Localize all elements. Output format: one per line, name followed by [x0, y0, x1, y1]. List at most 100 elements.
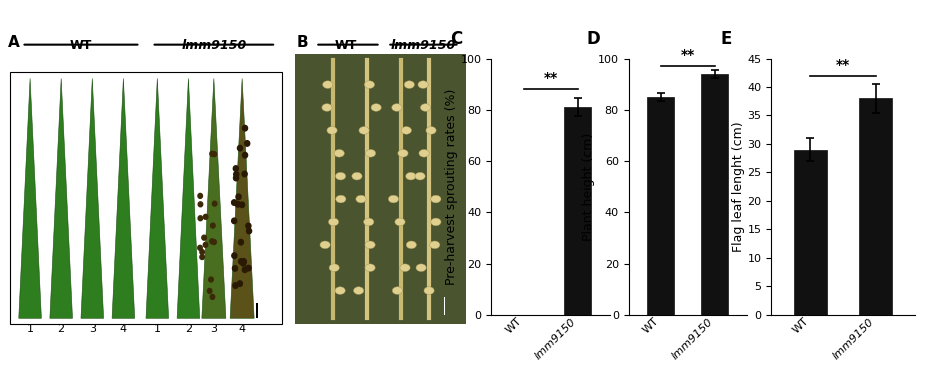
Text: WT: WT [335, 38, 358, 52]
Circle shape [247, 278, 252, 284]
Ellipse shape [319, 287, 329, 294]
Circle shape [236, 221, 242, 226]
Ellipse shape [320, 149, 330, 157]
Ellipse shape [363, 264, 374, 272]
Bar [565, 107, 591, 315]
Circle shape [235, 203, 240, 209]
Ellipse shape [372, 287, 382, 294]
Circle shape [248, 237, 252, 243]
Bar [295, 54, 466, 324]
Text: 1: 1 [154, 324, 160, 334]
Circle shape [247, 216, 251, 222]
Bar [702, 74, 729, 315]
Polygon shape [81, 78, 104, 318]
Circle shape [233, 118, 238, 124]
Polygon shape [202, 78, 226, 318]
Polygon shape [146, 78, 169, 318]
Ellipse shape [424, 104, 435, 111]
Text: B: B [297, 36, 308, 51]
Circle shape [207, 213, 210, 218]
Circle shape [211, 229, 216, 234]
Circle shape [210, 296, 215, 301]
Circle shape [235, 149, 240, 154]
Circle shape [213, 215, 218, 220]
Circle shape [205, 251, 209, 256]
Circle shape [213, 172, 218, 176]
Ellipse shape [359, 81, 369, 89]
Ellipse shape [398, 195, 408, 203]
Bar [444, 297, 445, 315]
Circle shape [208, 130, 212, 135]
Y-axis label: Pre-harvest sprouting rates (%): Pre-harvest sprouting rates (%) [445, 89, 458, 285]
Ellipse shape [361, 104, 371, 111]
Text: C: C [450, 30, 462, 48]
Ellipse shape [361, 218, 371, 226]
Ellipse shape [414, 172, 425, 180]
Circle shape [208, 146, 212, 151]
Polygon shape [177, 78, 199, 318]
Ellipse shape [396, 287, 406, 294]
Circle shape [213, 185, 218, 190]
Polygon shape [19, 78, 42, 318]
Text: 1: 1 [27, 324, 33, 334]
Ellipse shape [358, 172, 369, 180]
Ellipse shape [371, 241, 382, 249]
Circle shape [237, 179, 243, 184]
Ellipse shape [423, 218, 433, 226]
Bar [256, 303, 258, 318]
Bar [647, 97, 674, 315]
Ellipse shape [422, 81, 432, 89]
Ellipse shape [432, 149, 442, 157]
Circle shape [239, 137, 244, 142]
Text: 3: 3 [89, 324, 95, 334]
Ellipse shape [395, 172, 405, 180]
Ellipse shape [326, 195, 337, 203]
Circle shape [201, 241, 206, 246]
Polygon shape [230, 78, 254, 318]
Ellipse shape [362, 149, 372, 157]
Text: **: ** [543, 71, 558, 86]
Circle shape [208, 163, 211, 168]
Polygon shape [112, 78, 134, 318]
Ellipse shape [398, 127, 408, 134]
Bar [794, 150, 827, 315]
Circle shape [244, 124, 248, 130]
Ellipse shape [365, 127, 375, 134]
Circle shape [235, 296, 239, 302]
Y-axis label: Plant height (cm): Plant height (cm) [582, 132, 595, 241]
Ellipse shape [387, 104, 397, 111]
Bar [10, 72, 282, 324]
Bar [859, 98, 892, 315]
Circle shape [233, 189, 238, 194]
Polygon shape [50, 78, 72, 318]
Circle shape [234, 139, 239, 145]
Circle shape [245, 149, 249, 155]
Ellipse shape [425, 287, 435, 294]
Ellipse shape [389, 241, 400, 249]
Circle shape [236, 175, 241, 181]
Text: 4: 4 [238, 324, 246, 334]
Ellipse shape [318, 264, 328, 272]
Text: 2: 2 [184, 324, 192, 334]
Ellipse shape [414, 127, 425, 134]
Ellipse shape [413, 241, 424, 249]
Circle shape [197, 287, 202, 292]
Text: A: A [7, 36, 19, 51]
Text: lmm9150: lmm9150 [391, 38, 456, 52]
Text: WT: WT [70, 38, 92, 52]
Ellipse shape [413, 195, 425, 203]
Circle shape [240, 262, 245, 268]
Circle shape [237, 183, 242, 188]
Circle shape [212, 222, 217, 227]
Ellipse shape [405, 81, 415, 89]
Circle shape [245, 150, 249, 156]
Text: **: ** [680, 48, 695, 63]
Circle shape [242, 168, 248, 173]
Circle shape [241, 135, 246, 141]
Circle shape [198, 203, 203, 208]
Circle shape [213, 146, 218, 151]
Ellipse shape [337, 172, 348, 180]
Text: lmm9150: lmm9150 [182, 38, 247, 52]
Circle shape [246, 271, 250, 277]
Text: E: E [721, 30, 732, 48]
